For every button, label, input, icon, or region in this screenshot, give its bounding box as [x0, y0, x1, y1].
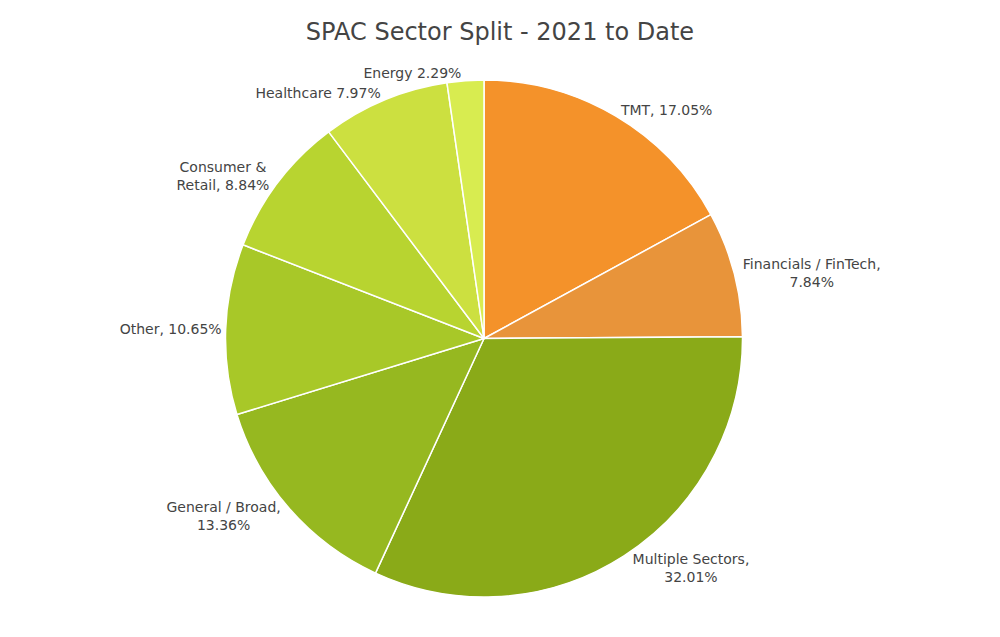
svg-text:Consumer &Retail, 8.84%: Consumer &Retail, 8.84% [176, 159, 269, 193]
svg-text:General / Broad,13.36%: General / Broad,13.36% [166, 499, 280, 533]
svg-text:Multiple Sectors,32.01%: Multiple Sectors,32.01% [633, 551, 750, 585]
svg-text:SPAC Sector Split - 2021 to Da: SPAC Sector Split - 2021 to Date [306, 18, 694, 46]
svg-text:Healthcare 7.97%: Healthcare 7.97% [255, 85, 380, 101]
svg-text:Financials / FinTech,7.84%: Financials / FinTech,7.84% [743, 256, 881, 290]
svg-text:Other, 10.65%: Other, 10.65% [120, 321, 222, 337]
svg-text:TMT, 17.05%: TMT, 17.05% [620, 102, 712, 118]
svg-text:Energy 2.29%: Energy 2.29% [363, 65, 461, 81]
